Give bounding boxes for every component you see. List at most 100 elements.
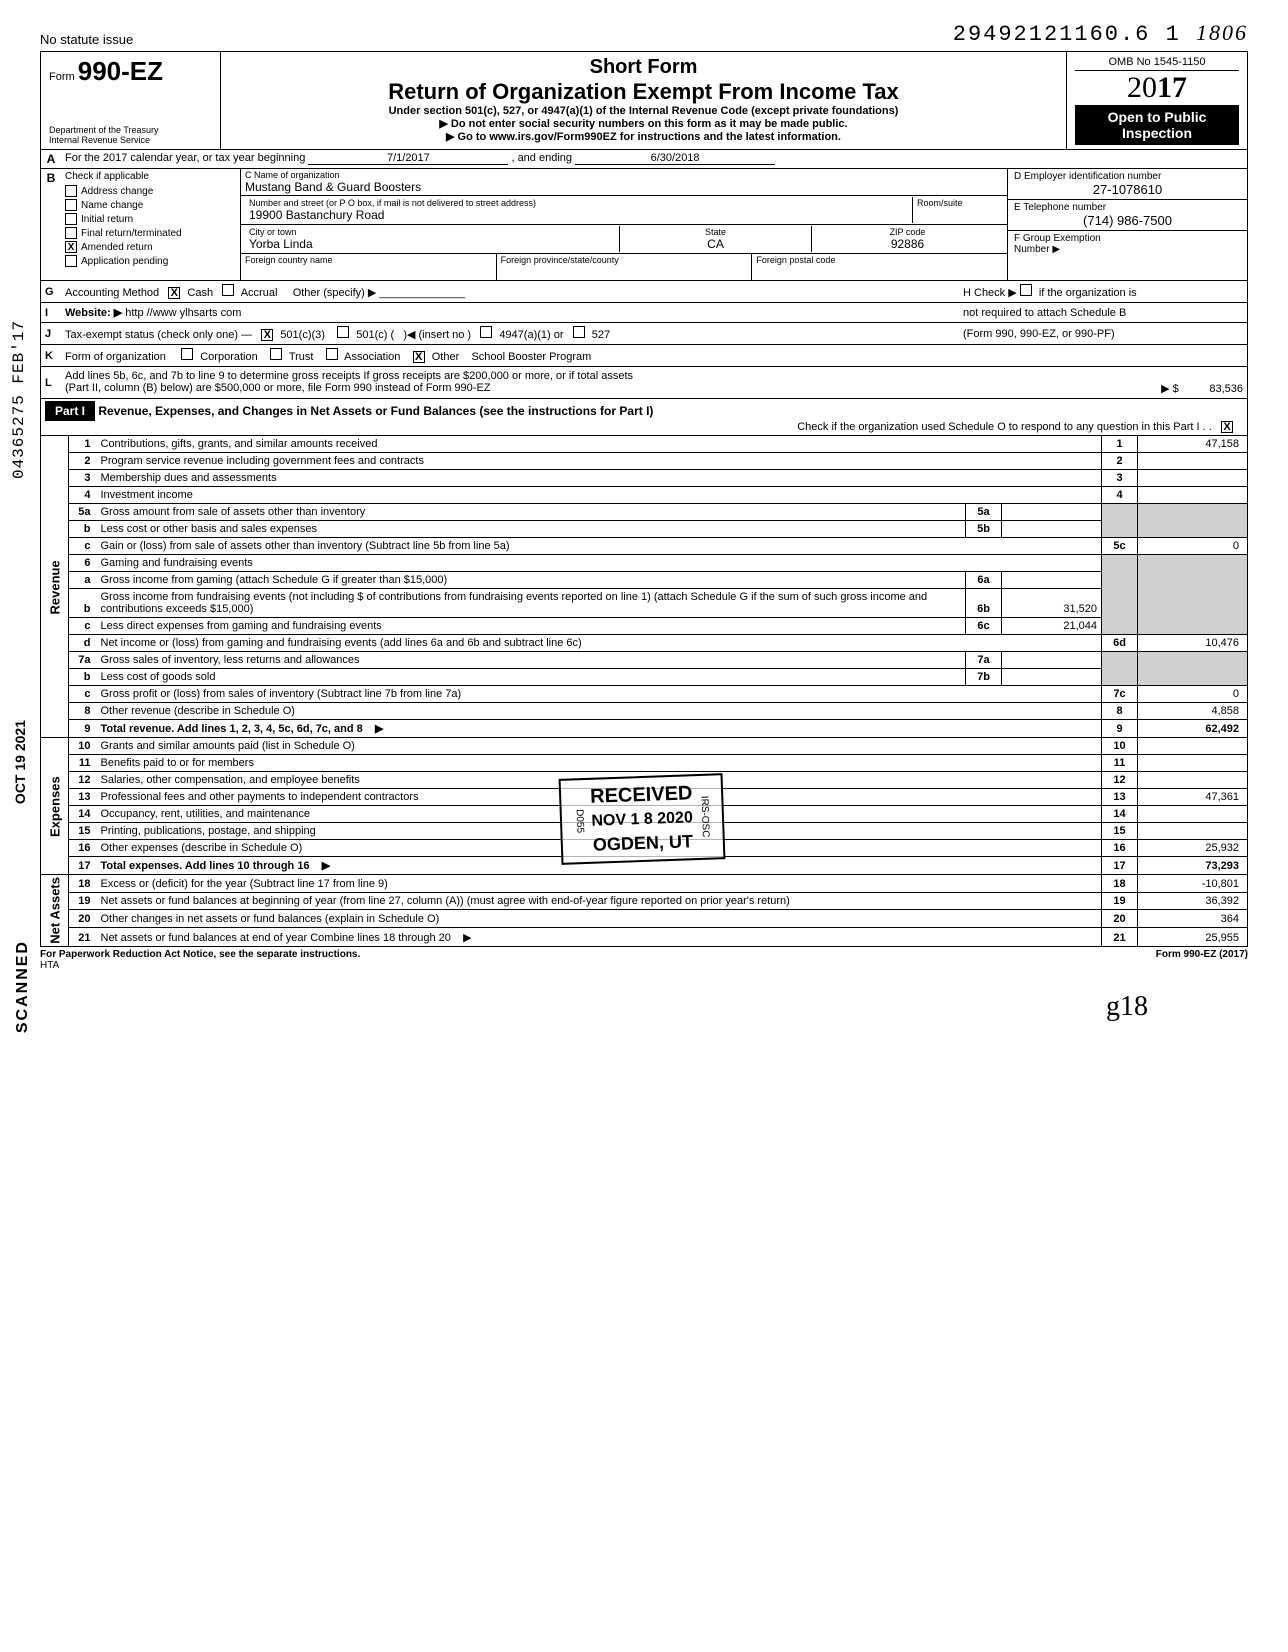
- gross-receipts: 83,536: [1209, 383, 1243, 395]
- row-k: K Form of organization Corporation Trust…: [40, 345, 1248, 367]
- omb-number: OMB No 1545-1150: [1075, 56, 1239, 71]
- hta: HTA: [40, 960, 59, 971]
- check-other-org[interactable]: [413, 351, 425, 363]
- zip-label: ZIP code: [816, 227, 999, 237]
- form-wrapper: 04365275 FEB'17 OCT 19 2021 SCANNED No s…: [40, 20, 1248, 1023]
- foreign-province-label: Foreign province/state/county: [501, 255, 748, 265]
- check-corp[interactable]: [181, 348, 193, 360]
- check-if-applicable: Check if applicable: [61, 169, 240, 184]
- line-6d-val: 10,476: [1138, 635, 1248, 652]
- row-a-label: A: [41, 150, 61, 168]
- room-label: Room/suite: [917, 198, 999, 208]
- row-b-label: B: [41, 169, 61, 280]
- c-label: C Name of organization: [245, 170, 1003, 180]
- other-org-value: School Booster Program: [471, 351, 591, 363]
- check-trust[interactable]: [270, 348, 282, 360]
- col-b-checks: Check if applicable Address change Name …: [61, 169, 241, 280]
- stamp-date: NOV 1 8 2020: [591, 809, 694, 831]
- check-initial-return[interactable]: Initial return: [61, 212, 240, 226]
- row-a: A For the 2017 calendar year, or tax yea…: [40, 150, 1248, 169]
- title-main: Return of Organization Exempt From Incom…: [229, 79, 1058, 105]
- foreign-country-label: Foreign country name: [245, 255, 492, 265]
- form-number: Form 990-EZ: [49, 56, 212, 87]
- margin-scanned: SCANNED: [14, 940, 32, 1033]
- row-j: J Tax-exempt status (check only one) — 5…: [40, 323, 1248, 345]
- subtitle-2: ▶ Do not enter social security numbers o…: [229, 117, 1058, 130]
- line-6c-val: 21,044: [1002, 618, 1102, 635]
- side-expenses: Expenses: [41, 738, 69, 875]
- website-value: http //www ylhsarts com: [125, 307, 241, 319]
- check-assoc[interactable]: [326, 348, 338, 360]
- open-to-public: Open to Public Inspection: [1075, 105, 1239, 145]
- subtitle-1: Under section 501(c), 527, or 4947(a)(1)…: [229, 105, 1058, 117]
- check-application-pending[interactable]: Application pending: [61, 254, 240, 268]
- addr-label: Number and street (or P O box, if mail i…: [249, 198, 908, 208]
- f-sub: Number ▶: [1014, 244, 1241, 255]
- check-schedule-o[interactable]: [1221, 421, 1233, 433]
- side-revenue: Revenue: [41, 436, 69, 738]
- col-c-org: C Name of organization Mustang Band & Gu…: [241, 169, 1007, 280]
- line-7c-val: 0: [1138, 686, 1248, 703]
- check-501c3[interactable]: [261, 329, 273, 341]
- row-g: G Accounting Method Cash Accrual Other (…: [40, 281, 1248, 303]
- part-1-title: Revenue, Expenses, and Changes in Net As…: [98, 404, 653, 418]
- margin-code-1: 04365275 FEB'17: [10, 320, 28, 479]
- top-bar: No statute issue 29492121160.6 1 1806: [40, 20, 1248, 47]
- side-netassets: Net Assets: [41, 875, 69, 947]
- margin-code-2: OCT 19 2021: [12, 720, 28, 804]
- row-l: L Add lines 5b, 6c, and 7b to line 9 to …: [40, 367, 1248, 399]
- org-name: Mustang Band & Guard Boosters: [245, 180, 1003, 194]
- stamp-code-2: IRS-OSC: [698, 796, 710, 838]
- foreign-postal-label: Foreign postal code: [756, 255, 1003, 265]
- addr-value: 19900 Bastanchury Road: [249, 208, 908, 222]
- form-footer-label: Form 990-EZ (2017): [1156, 949, 1248, 971]
- check-527[interactable]: [573, 326, 585, 338]
- line-16-val: 25,932: [1138, 840, 1248, 857]
- check-501c[interactable]: [337, 326, 349, 338]
- line-1-val: 47,158: [1138, 436, 1248, 453]
- e-label: E Telephone number: [1014, 202, 1241, 213]
- header-number-hand: 1806: [1196, 20, 1248, 45]
- line-20-val: 364: [1138, 910, 1248, 928]
- received-stamp: D055 RECEIVED NOV 1 8 2020 OGDEN, UT IRS…: [559, 773, 726, 865]
- line-13-val: 47,361: [1138, 789, 1248, 806]
- check-accrual[interactable]: [222, 284, 234, 296]
- department-text: Department of the Treasury Internal Reve…: [49, 125, 212, 145]
- line-8-val: 4,858: [1138, 703, 1248, 720]
- handwritten-signature: g18: [40, 991, 1248, 1023]
- check-amended-return[interactable]: Amended return: [61, 240, 240, 254]
- part-1-header: Part I Revenue, Expenses, and Changes in…: [40, 399, 1248, 436]
- ein-value: 27-1078610: [1014, 182, 1241, 197]
- check-4947[interactable]: [480, 326, 492, 338]
- line-21-val: 25,955: [1138, 927, 1248, 946]
- section-bcdef: B Check if applicable Address change Nam…: [40, 169, 1248, 281]
- row-a-content: For the 2017 calendar year, or tax year …: [61, 150, 1247, 168]
- header-center: Short Form Return of Organization Exempt…: [221, 52, 1067, 149]
- state-value: CA: [624, 237, 807, 251]
- title-short: Short Form: [229, 56, 1058, 79]
- form-header: Form 990-EZ Department of the Treasury I…: [40, 51, 1248, 150]
- line-19-val: 36,392: [1138, 892, 1248, 910]
- city-label: City or town: [249, 227, 615, 237]
- paperwork-notice: For Paperwork Reduction Act Notice, see …: [40, 949, 360, 960]
- check-h[interactable]: [1020, 284, 1032, 296]
- tax-year: 2017: [1075, 71, 1239, 105]
- check-cash[interactable]: [168, 287, 180, 299]
- line-6b-val: 31,520: [1002, 589, 1102, 618]
- footer: For Paperwork Reduction Act Notice, see …: [40, 947, 1248, 971]
- check-address-change[interactable]: Address change: [61, 184, 240, 198]
- line-17-val: 73,293: [1138, 857, 1248, 875]
- header-number-main: 29492121160.6 1: [953, 22, 1181, 47]
- row-i: I Website: ▶ http //www ylhsarts com not…: [40, 303, 1248, 323]
- header-right: OMB No 1545-1150 2017 Open to Public Ins…: [1067, 52, 1247, 149]
- stamp-location: OGDEN, UT: [592, 831, 695, 856]
- line-18-val: -10,801: [1138, 875, 1248, 893]
- stamp-received: RECEIVED: [590, 782, 693, 809]
- d-label: D Employer identification number: [1014, 171, 1241, 182]
- check-final-return[interactable]: Final return/terminated: [61, 226, 240, 240]
- part-1-label: Part I: [45, 401, 95, 421]
- zip-value: 92886: [816, 237, 999, 251]
- check-name-change[interactable]: Name change: [61, 198, 240, 212]
- f-label: F Group Exemption: [1014, 233, 1241, 244]
- line-9-val: 62,492: [1138, 720, 1248, 738]
